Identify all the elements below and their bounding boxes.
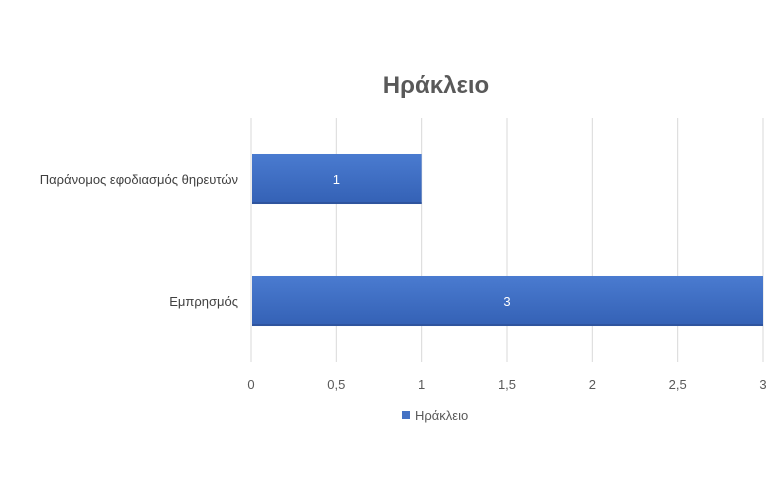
x-tick-label: 1 bbox=[418, 377, 425, 392]
legend-swatch bbox=[402, 411, 410, 419]
legend: Ηράκλειο bbox=[402, 408, 468, 423]
data-label: 1 bbox=[333, 172, 340, 187]
x-tick-label: 2,5 bbox=[669, 377, 687, 392]
x-tick-label: 0 bbox=[247, 377, 254, 392]
x-tick-label: 0,5 bbox=[327, 377, 345, 392]
bars: 13 bbox=[252, 153, 763, 327]
bar-shade bbox=[252, 324, 763, 327]
category-label: Παράνομος εφοδιασμός θηρευτών bbox=[40, 172, 238, 187]
chart-title: Ηράκλειο bbox=[383, 72, 489, 99]
bar-shade bbox=[252, 202, 422, 205]
x-tick-label: 2 bbox=[589, 377, 596, 392]
category-label: Εμπρησμός bbox=[169, 294, 238, 309]
bar bbox=[252, 153, 422, 205]
x-axis-ticks: 0 0,5 1 1,5 2 2,5 3 bbox=[247, 377, 766, 392]
data-label: 3 bbox=[503, 294, 510, 309]
category-labels: Παράνομος εφοδιασμός θηρευτών Εμπρησμός bbox=[40, 172, 238, 309]
x-tick-label: 1,5 bbox=[498, 377, 516, 392]
x-tick-label: 3 bbox=[759, 377, 766, 392]
bar bbox=[252, 275, 763, 327]
legend-label: Ηράκλειο bbox=[415, 408, 468, 423]
